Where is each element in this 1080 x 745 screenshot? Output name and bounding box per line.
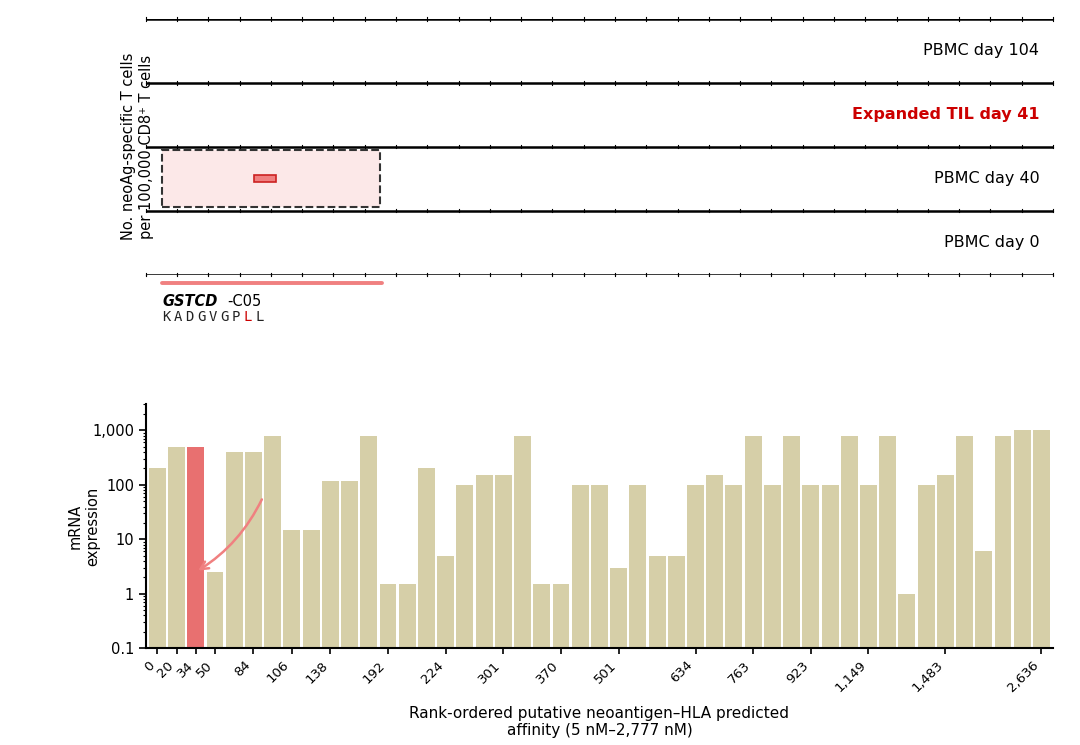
Bar [706, 475, 724, 745]
Text: G: G [220, 311, 229, 324]
Bar [918, 485, 934, 745]
Bar [630, 485, 646, 745]
Bar [283, 530, 300, 745]
Bar [341, 481, 357, 745]
Bar [879, 436, 896, 745]
Bar [610, 568, 627, 745]
Bar [822, 485, 838, 745]
Text: V: V [208, 311, 217, 324]
Text: K: K [162, 311, 171, 324]
Bar [254, 175, 276, 183]
Bar [1014, 431, 1030, 745]
X-axis label: Rank-ordered putative neoantigen–HLA predicted
affinity (5 nM–2,777 nM): Rank-ordered putative neoantigen–HLA pre… [409, 706, 789, 738]
Text: PBMC day 104: PBMC day 104 [923, 43, 1039, 58]
Text: A: A [174, 311, 183, 324]
Bar [995, 436, 1012, 745]
Bar [206, 572, 224, 745]
Bar [162, 150, 380, 206]
Bar [149, 469, 166, 745]
Text: P: P [232, 311, 240, 324]
Bar [975, 551, 993, 745]
Bar [399, 584, 416, 745]
Bar [783, 436, 800, 745]
Bar [841, 436, 858, 745]
Bar [571, 485, 589, 745]
Y-axis label: No. neoAg-specific T cells
per 100,000 CD8⁺ T cells: No. neoAg-specific T cells per 100,000 C… [121, 53, 153, 241]
Text: G: G [197, 311, 205, 324]
Bar [495, 475, 512, 745]
Bar [937, 475, 954, 745]
Bar [437, 556, 454, 745]
Text: Expanded TIL day 41: Expanded TIL day 41 [852, 107, 1039, 122]
Bar [553, 584, 569, 745]
Bar [764, 485, 781, 745]
Bar [726, 485, 742, 745]
Bar [187, 447, 204, 745]
Bar [649, 556, 665, 745]
Bar [361, 436, 377, 745]
Bar [162, 150, 380, 206]
Text: PBMC day 40: PBMC day 40 [933, 171, 1039, 186]
Bar [457, 485, 473, 745]
Bar [514, 436, 531, 745]
Bar [956, 436, 973, 745]
Y-axis label: mRNA
expression: mRNA expression [67, 486, 99, 566]
Bar [802, 485, 820, 745]
Text: GSTCD: GSTCD [162, 294, 217, 308]
Bar [475, 475, 492, 745]
Bar [226, 452, 243, 745]
Text: L: L [255, 311, 264, 324]
Bar [534, 584, 550, 745]
Bar [245, 452, 261, 745]
Text: PBMC day 0: PBMC day 0 [944, 235, 1039, 250]
Bar [1032, 431, 1050, 745]
Bar [667, 556, 685, 745]
Bar [745, 436, 761, 745]
Bar [322, 481, 339, 745]
Bar [168, 447, 185, 745]
Bar [418, 469, 435, 745]
Bar [591, 485, 608, 745]
Text: -C05: -C05 [228, 294, 261, 308]
Text: D: D [186, 311, 193, 324]
Bar [860, 485, 877, 745]
Bar [302, 530, 320, 745]
Bar [687, 485, 704, 745]
Bar [265, 436, 281, 745]
Bar [379, 584, 396, 745]
Bar [899, 594, 916, 745]
Text: L: L [243, 311, 252, 324]
